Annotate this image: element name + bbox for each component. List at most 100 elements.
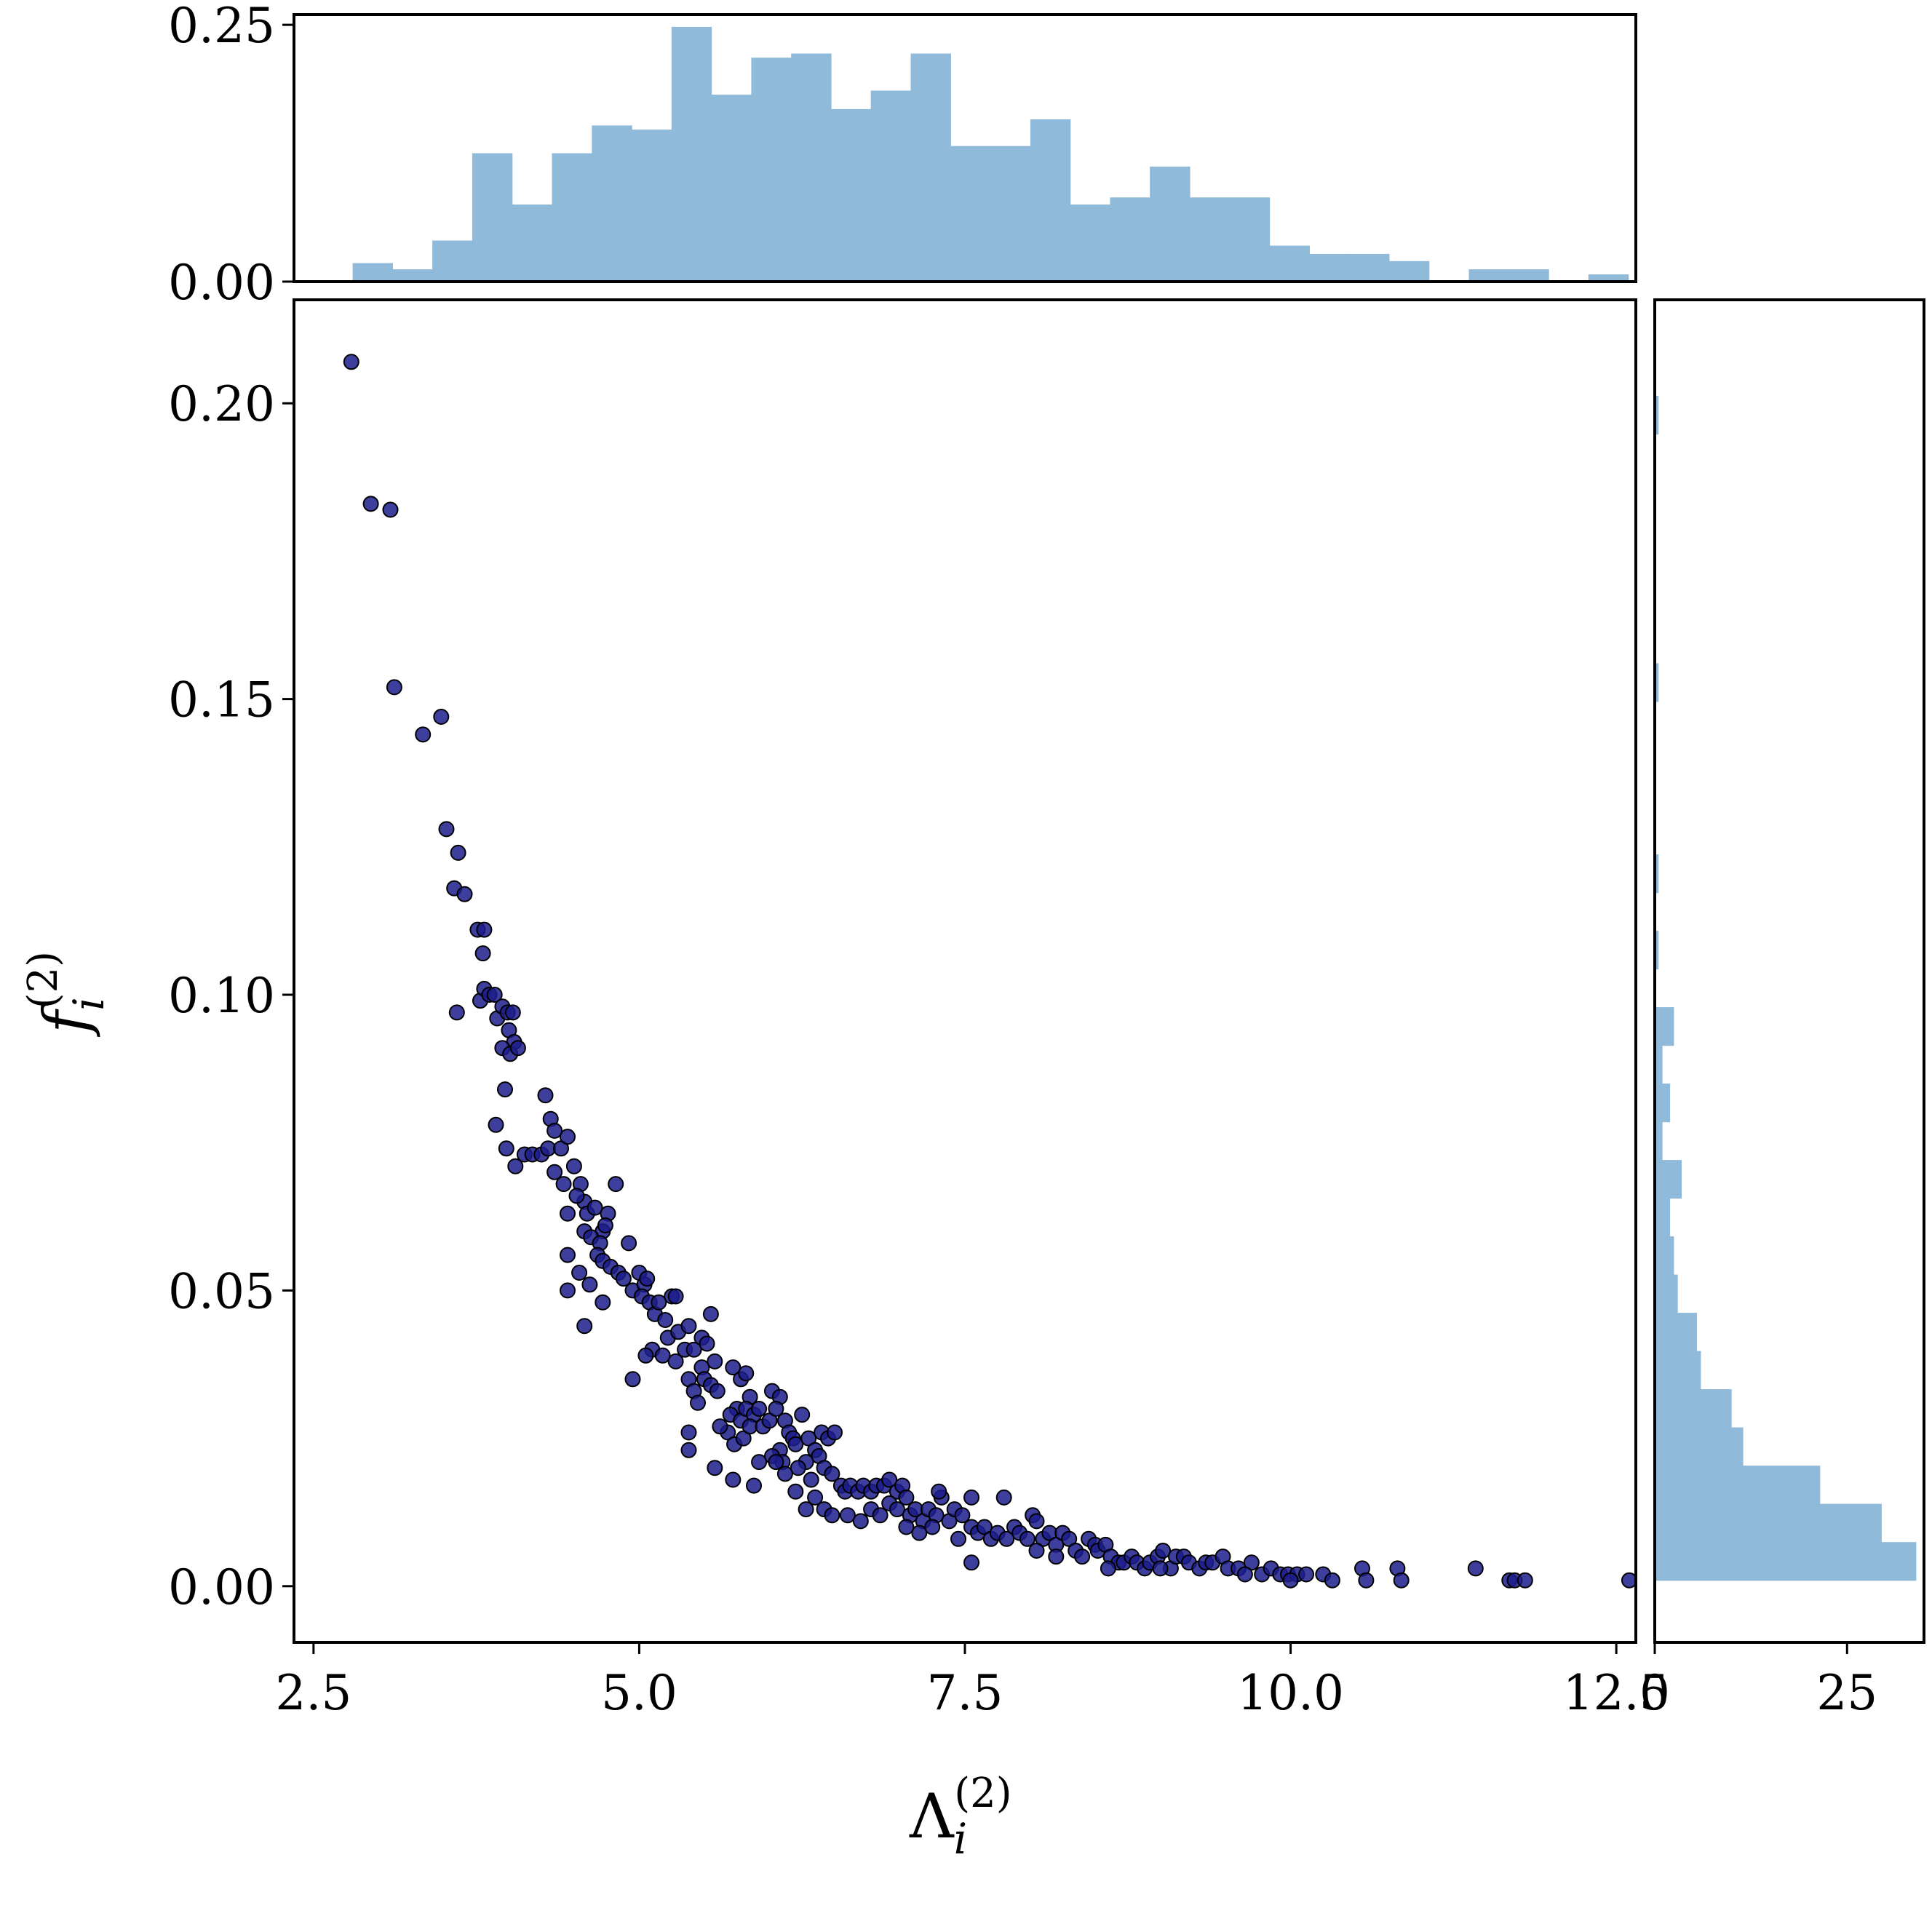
top-histogram-bar <box>1030 119 1071 282</box>
right-histogram-bar <box>1655 1466 1821 1505</box>
scatter-point <box>680 1442 697 1458</box>
right-histogram-bar <box>1655 396 1659 435</box>
scatter-point <box>707 1353 723 1370</box>
scatter-point <box>546 1122 563 1139</box>
x-axis-label-main: Λ <box>909 1781 955 1852</box>
scatter-point <box>637 1347 654 1364</box>
scatter-point <box>667 1353 684 1370</box>
y-axis-label: fi(2) <box>20 951 114 1038</box>
scatter-point <box>1282 1572 1299 1589</box>
x-tick-label: 2.5 <box>275 1665 351 1721</box>
right-histogram-bar <box>1655 1313 1698 1352</box>
scatter-point <box>555 1176 572 1193</box>
scatter-point <box>560 1282 576 1299</box>
scatter-point <box>725 1471 742 1488</box>
scatter-point <box>995 1489 1012 1506</box>
scatter-point <box>699 1335 715 1352</box>
scatter-point <box>1236 1566 1253 1583</box>
scatter-point <box>1100 1560 1116 1577</box>
right-histogram-panel: 0 25 <box>1639 298 1925 1721</box>
scatter-point <box>595 1294 611 1311</box>
y-axis-label-sub: i <box>64 997 114 1011</box>
top-histogram-bar <box>1349 253 1390 282</box>
scatter-point <box>568 1188 585 1204</box>
y-tick-label: 0.10 <box>168 968 275 1024</box>
scatter-point <box>486 987 503 1003</box>
scatter-point <box>546 1164 563 1180</box>
scatter-point <box>1393 1572 1410 1589</box>
right-histogram-bar <box>1655 1045 1663 1084</box>
top-histogram-bar <box>791 53 832 282</box>
right-histogram-bar <box>1655 1236 1674 1276</box>
scatter-point <box>768 1401 784 1417</box>
top-histogram-bar <box>1190 197 1231 282</box>
scatter-point <box>963 1489 979 1506</box>
scatter-point <box>852 1513 869 1530</box>
right-histogram-bar <box>1655 1121 1663 1161</box>
right-histogram-bar <box>1655 1007 1674 1046</box>
top-histogram-bar <box>950 146 991 282</box>
scatter-point <box>680 1424 697 1441</box>
scatter-point <box>787 1436 804 1452</box>
scatter-point <box>924 1519 941 1535</box>
top-histogram-bar <box>671 26 712 282</box>
scatter-point <box>560 1247 576 1263</box>
right-histogram-bar <box>1655 663 1659 702</box>
scatter-point <box>509 1040 526 1057</box>
scatter-point <box>474 945 491 962</box>
y-tick-label: 0.20 <box>168 376 275 432</box>
right-histogram-frame <box>1653 298 1925 1644</box>
scatter-point <box>738 1365 755 1382</box>
top-y-tick-label: 0.25 <box>168 0 275 54</box>
scatter-point <box>798 1501 814 1518</box>
right-x-tick-label: 0 <box>1639 1665 1670 1721</box>
scatter-point <box>751 1401 768 1417</box>
top-histogram-bar <box>870 90 912 282</box>
scatter-point <box>448 1004 465 1021</box>
scatter-point <box>497 1081 513 1098</box>
right-x-tick-label: 25 <box>1816 1665 1877 1721</box>
scatter-point <box>1516 1572 1533 1589</box>
y-axis-label-sup: (2) <box>20 951 67 1009</box>
scatter-point <box>1298 1566 1315 1583</box>
scatter-point <box>827 1424 843 1441</box>
right-histogram-x-ticks: 0 25 <box>1639 1642 1877 1721</box>
top-histogram-bar <box>1508 269 1549 282</box>
scatter-point <box>657 1312 674 1328</box>
scatter-point <box>1152 1560 1169 1577</box>
top-y-tick-label: 0.00 <box>168 255 275 311</box>
scatter-point <box>621 1235 637 1252</box>
top-histogram-bar <box>1110 197 1150 282</box>
scatter-point <box>950 1530 966 1547</box>
scatter-point <box>911 1524 928 1541</box>
scatter-point <box>581 1276 598 1293</box>
scatter-point <box>476 921 493 938</box>
scatter-point <box>450 844 466 861</box>
x-tick-label: 5.0 <box>601 1665 677 1721</box>
scatter-point <box>343 354 359 370</box>
scatter-point <box>651 1294 667 1311</box>
top-histogram-bar <box>1070 204 1111 282</box>
scatter-point <box>382 501 399 518</box>
top-histogram-bar <box>472 153 513 282</box>
scatter-point <box>438 821 455 838</box>
top-histogram-bar <box>1588 274 1629 282</box>
scatter-point <box>507 1158 524 1174</box>
scatter-point <box>560 1205 576 1222</box>
scatter-point <box>1467 1560 1484 1577</box>
top-histogram-bar <box>352 263 393 282</box>
top-histogram-bar <box>1468 269 1509 282</box>
scatter-point <box>504 1004 521 1021</box>
scatter-point <box>608 1176 624 1193</box>
scatter-point <box>587 1199 603 1216</box>
top-histogram-bar <box>751 57 792 282</box>
top-histogram-bar <box>711 95 752 282</box>
scatter-point <box>839 1507 856 1524</box>
scatter-point <box>624 1371 641 1388</box>
scatter-point <box>787 1483 804 1500</box>
scatter-point <box>931 1483 947 1500</box>
scatter-point <box>725 1359 742 1376</box>
right-histogram-bar <box>1655 1503 1882 1543</box>
top-histogram-bar <box>592 125 632 282</box>
scatter-point <box>712 1418 728 1435</box>
